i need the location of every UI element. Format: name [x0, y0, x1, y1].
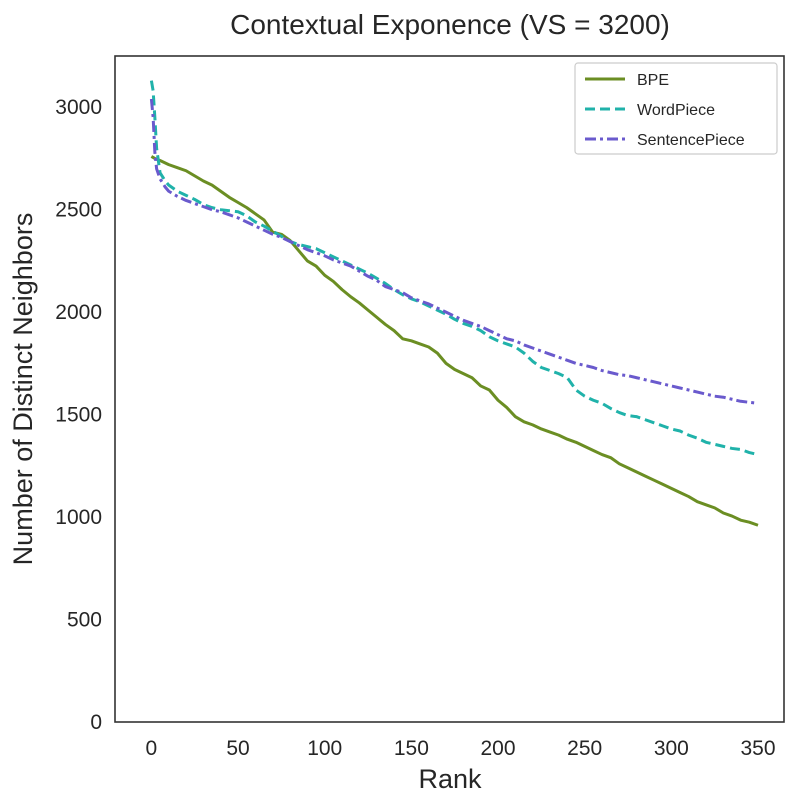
- x-axis-ticks: 0 50 100 150 200 250 300 350: [146, 737, 776, 760]
- legend-label-wordpiece: WordPiece: [637, 102, 715, 119]
- y-tick-label: 1000: [55, 506, 102, 529]
- legend-frame: [574, 62, 778, 155]
- plot-frame: [114, 55, 785, 723]
- legend: BPE WordPiece SentencePiece: [574, 62, 778, 155]
- y-axis-title: Number of Distinct Neighbors: [8, 213, 38, 566]
- y-axis-ticks: 0 500 1000 1500 2000 2500 3000: [55, 96, 102, 734]
- y-tick-label: 3000: [55, 96, 102, 119]
- x-tick-label: 350: [740, 737, 775, 760]
- x-tick-label: 150: [394, 737, 429, 760]
- x-axis-title: Rank: [418, 764, 482, 794]
- series-layer: [149, 80, 759, 527]
- y-tick-label: 0: [90, 711, 102, 734]
- series-line-sentencepiece: [149, 98, 759, 405]
- x-tick-label: 50: [226, 737, 249, 760]
- legend-label-bpe: BPE: [637, 72, 669, 89]
- y-tick-label: 500: [67, 609, 102, 632]
- chart-title: Contextual Exponence (VS = 3200): [230, 9, 670, 40]
- legend-entries: BPE WordPiece SentencePiece: [585, 72, 745, 149]
- x-tick-label: 300: [654, 737, 689, 760]
- x-tick-label: 250: [567, 737, 602, 760]
- y-tick-label: 1500: [55, 404, 102, 427]
- series-line-wordpiece: [149, 80, 759, 457]
- x-tick-label: 200: [481, 737, 516, 760]
- plot-area: [114, 55, 785, 723]
- y-tick-label: 2000: [55, 301, 102, 324]
- y-tick-label: 2500: [55, 199, 102, 222]
- series-line-bpe: [150, 155, 759, 527]
- x-tick-label: 100: [307, 737, 342, 760]
- legend-label-sentencepiece: SentencePiece: [637, 132, 745, 149]
- x-tick-label: 0: [146, 737, 158, 760]
